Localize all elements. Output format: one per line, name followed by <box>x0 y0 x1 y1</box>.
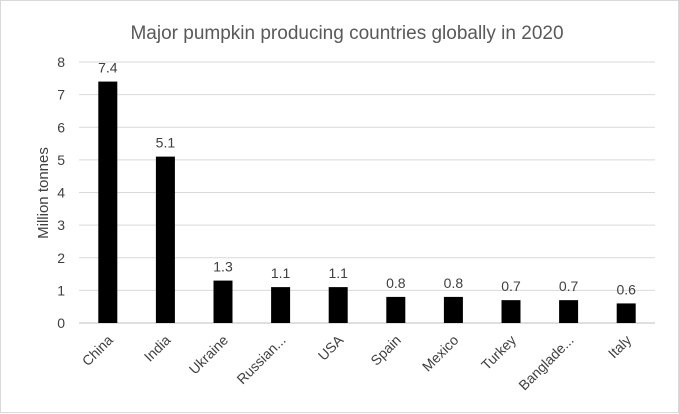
bar-8 <box>559 300 579 323</box>
bar-5 <box>386 296 406 323</box>
x-tick-label: Ukraine <box>186 332 232 378</box>
y-tick-label: 6 <box>57 119 65 135</box>
data-label: 0.7 <box>559 278 579 294</box>
y-tick-label: 7 <box>57 87 65 103</box>
x-tick-label: USA <box>315 331 347 363</box>
x-tick-label: India <box>141 332 174 365</box>
data-label: 7.4 <box>98 60 118 76</box>
x-tick-label: Russian... <box>233 332 288 387</box>
bars <box>98 81 636 323</box>
y-axis-label: Million tonnes <box>35 147 52 239</box>
data-label: 0.8 <box>386 275 406 291</box>
x-tick-label: Mexico <box>419 332 462 375</box>
gridlines <box>79 61 655 324</box>
bar-9 <box>616 303 636 323</box>
y-tick-label: 5 <box>57 152 65 168</box>
y-tick-label: 1 <box>57 282 65 298</box>
x-tick-label: China <box>79 332 116 369</box>
data-label: 0.7 <box>501 278 521 294</box>
bar-0 <box>98 81 118 323</box>
bar-7 <box>501 300 521 323</box>
x-tick-label: Turkey <box>478 332 519 373</box>
data-label: 5.1 <box>156 135 176 151</box>
data-label: 0.6 <box>616 281 636 297</box>
bar-1 <box>155 156 175 323</box>
x-tick-label: Banglade... <box>515 332 576 393</box>
y-tick-label: 0 <box>57 315 65 331</box>
bar-2 <box>213 280 233 323</box>
y-axis-ticks: 0 1 2 3 4 5 6 7 8 <box>57 54 65 331</box>
y-tick-label: 3 <box>57 217 65 233</box>
data-label: 1.1 <box>271 265 291 281</box>
data-label: 1.1 <box>328 265 348 281</box>
x-tick-label: Spain <box>367 332 404 369</box>
bar-4 <box>328 287 348 323</box>
y-tick-label: 2 <box>57 250 65 266</box>
x-axis-ticks: China India Ukraine Russian... USA Spain Mexic… <box>79 331 635 393</box>
bar-3 <box>271 287 291 323</box>
data-labels: 7.4 5.1 1.3 1.1 1.1 0.8 0.8 0.7 0.7 0.6 <box>98 60 636 298</box>
y-tick-label: 8 <box>57 54 65 70</box>
x-tick-label: Italy <box>605 332 634 361</box>
y-tick-label: 4 <box>57 185 65 201</box>
chart-title: Major pumpkin producing countries global… <box>130 23 563 44</box>
data-label: 0.8 <box>444 275 464 291</box>
bar-6 <box>443 296 463 323</box>
data-label: 1.3 <box>213 259 233 275</box>
